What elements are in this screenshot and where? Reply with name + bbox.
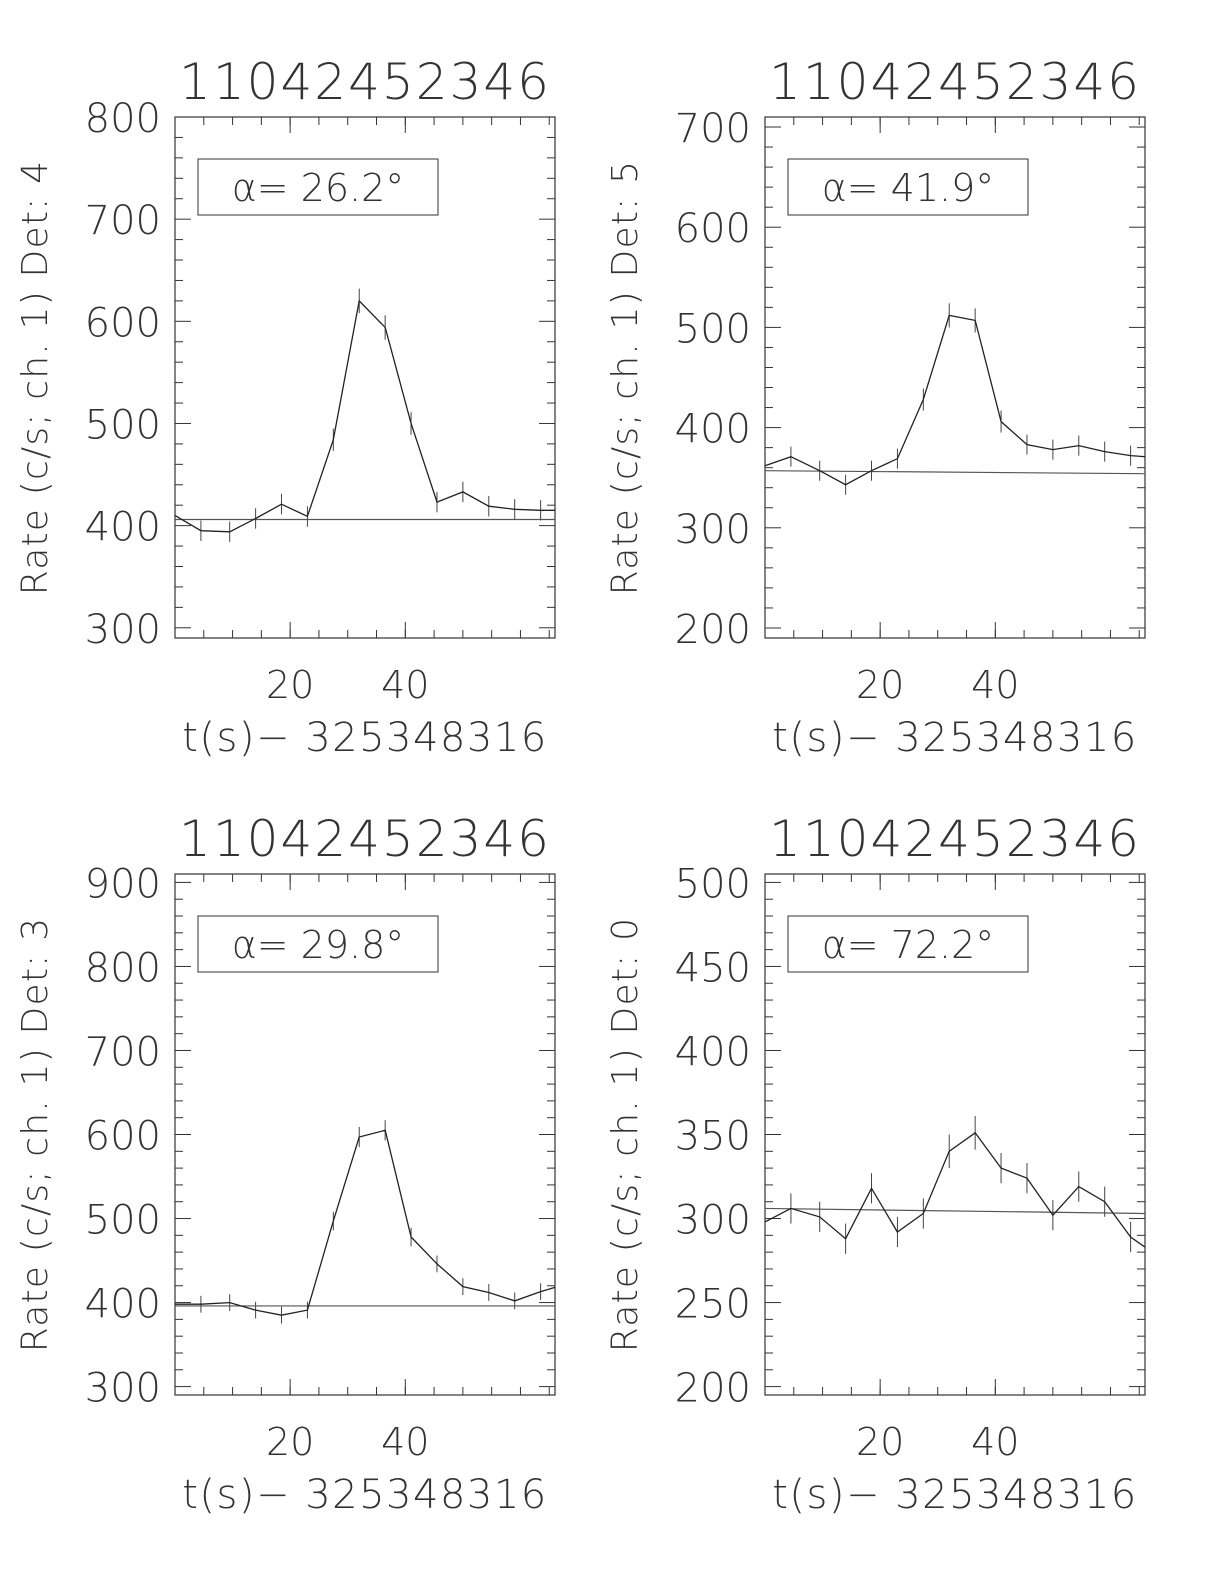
- x-axis-title: t(s)− 325348316: [182, 1472, 548, 1518]
- y-tick-label: 800: [85, 96, 161, 142]
- y-tick-label: 500: [675, 861, 751, 907]
- y-tick-label: 300: [675, 507, 751, 553]
- x-tick-label: 40: [971, 663, 1019, 707]
- x-tick-label: 20: [266, 663, 314, 707]
- y-tick-label: 500: [85, 1198, 161, 1244]
- panel-1: 11042452346 20 40 300 400 500 600 700 800 t(s)− 3…: [15, 53, 556, 761]
- x-tick-label: 20: [856, 1420, 904, 1464]
- background-line: [764, 1207, 1146, 1215]
- y-tick-label: 900: [85, 861, 161, 907]
- angle-annotation-box: [197, 915, 439, 973]
- x-tick-label: 40: [381, 663, 429, 707]
- x-tick-label: 20: [266, 1420, 314, 1464]
- angle-annotation: α= 26.2°: [232, 166, 405, 210]
- y-tick-label: 700: [85, 1029, 161, 1075]
- panel-2: 11042452346 20 40 200 300 400 500 600 700 t(s)− 3…: [605, 53, 1146, 761]
- y-tick-label: 200: [675, 1366, 751, 1412]
- light-curve-line: [174, 299, 555, 533]
- panel-3: 11042452346 20 40 300 400 500 600 700 800 900 t(s)…: [15, 810, 556, 1518]
- y-axis-title: Rate (c/s; ch. 1) Det: 0: [605, 917, 646, 1352]
- y-tick-label: 600: [675, 206, 751, 252]
- y-tick-label: 250: [675, 1282, 751, 1328]
- y-tick-label: 300: [85, 1366, 161, 1412]
- y-tick-label: 400: [675, 407, 751, 453]
- y-tick-label: 500: [85, 402, 161, 448]
- x-axis-title: t(s)− 325348316: [772, 1472, 1138, 1518]
- x-tick-label: 20: [856, 663, 904, 707]
- angle-annotation-box: [197, 158, 439, 216]
- y-tick-label: 700: [85, 198, 161, 244]
- angle-annotation-box: [787, 915, 1029, 973]
- panel-title: 11042452346: [769, 53, 1141, 111]
- y-axis-title: Rate (c/s; ch. 1) Det: 3: [15, 917, 56, 1352]
- background-line: [764, 470, 1146, 475]
- x-axis-title: t(s)− 325348316: [772, 715, 1138, 761]
- light-curve-line: [764, 314, 1146, 486]
- plot-frame: [764, 116, 1146, 639]
- angle-annotation: α= 72.2°: [822, 923, 995, 967]
- panel-title: 11042452346: [179, 810, 551, 868]
- y-axis-title: Rate (c/s; ch. 1) Det: 4: [15, 160, 56, 595]
- y-tick-label: 600: [85, 300, 161, 346]
- y-tick-label: 700: [675, 106, 751, 152]
- angle-annotation: α= 41.9°: [822, 166, 995, 210]
- y-tick-label: 300: [85, 607, 161, 653]
- panel-title: 11042452346: [769, 810, 1141, 868]
- angle-annotation-box: [787, 158, 1029, 216]
- y-tick-label: 300: [675, 1198, 751, 1244]
- y-tick-label: 350: [675, 1114, 751, 1160]
- y-tick-label: 400: [85, 505, 161, 551]
- panel-title: 11042452346: [179, 53, 551, 111]
- x-axis-title: t(s)− 325348316: [182, 715, 548, 761]
- y-tick-label: 600: [85, 1114, 161, 1160]
- y-tick-label: 500: [675, 306, 751, 352]
- y-tick-label: 800: [85, 945, 161, 991]
- panel-4: 11042452346 20 40 200 250 300 350 400 450 500 t(s)…: [605, 810, 1146, 1518]
- y-tick-label: 450: [675, 945, 751, 991]
- x-tick-label: 40: [971, 1420, 1019, 1464]
- y-tick-label: 400: [85, 1282, 161, 1328]
- y-tick-label: 200: [675, 607, 751, 653]
- x-tick-label: 40: [381, 1420, 429, 1464]
- y-tick-label: 400: [675, 1029, 751, 1075]
- light-curve-line: [764, 1131, 1146, 1248]
- y-axis-title: Rate (c/s; ch. 1) Det: 5: [605, 160, 646, 595]
- angle-annotation: α= 29.8°: [232, 923, 405, 967]
- plot-frame: [174, 116, 556, 639]
- light-curve-line: [175, 1129, 556, 1316]
